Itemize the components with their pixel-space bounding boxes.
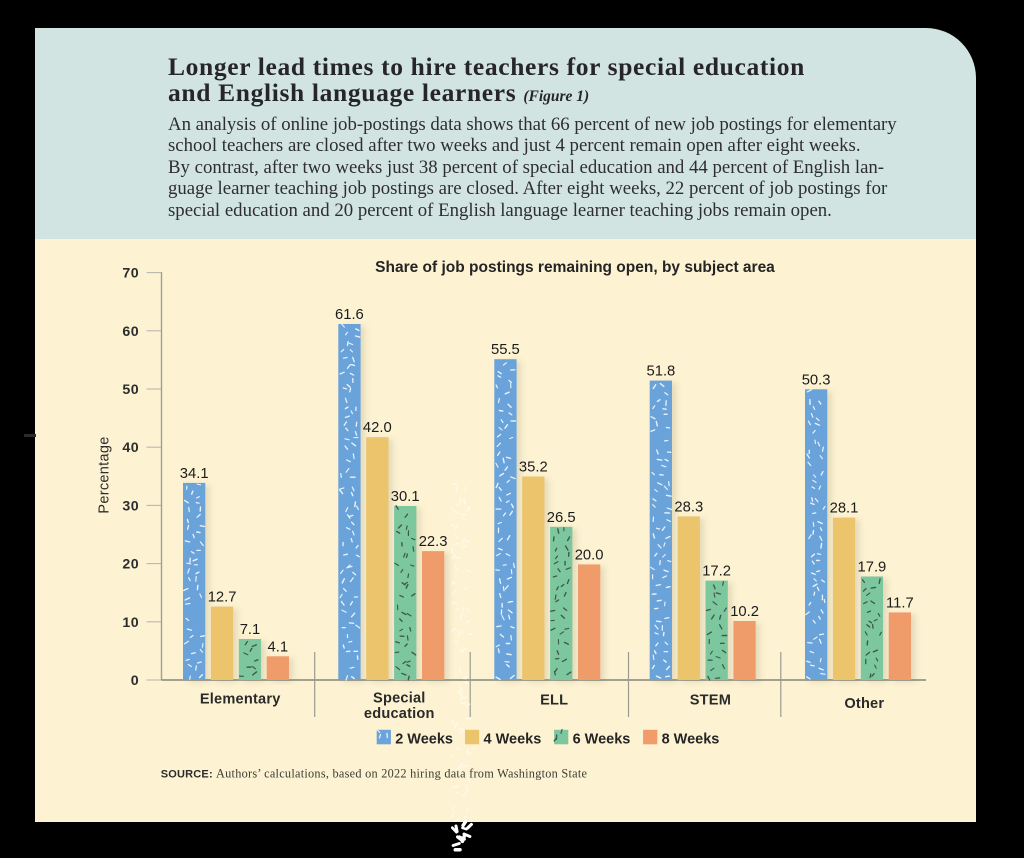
svg-text:20.0: 20.0 <box>575 547 604 563</box>
svg-text:Special: Special <box>373 691 426 707</box>
svg-text:28.3: 28.3 <box>674 499 703 515</box>
svg-text:10.2: 10.2 <box>730 604 759 620</box>
svg-text:28.1: 28.1 <box>830 501 859 517</box>
svg-text:ELL: ELL <box>540 693 568 709</box>
svg-text:26.5: 26.5 <box>547 510 576 526</box>
svg-text:SOURCE:: SOURCE: <box>161 769 213 781</box>
svg-text:34.1: 34.1 <box>180 466 209 482</box>
svg-text:35.2: 35.2 <box>519 460 548 476</box>
svg-text:22.3: 22.3 <box>419 534 448 550</box>
svg-text:50: 50 <box>122 382 139 398</box>
svg-text:STEM: STEM <box>690 693 731 709</box>
svg-text:10: 10 <box>122 615 139 631</box>
svg-text:Percentage: Percentage <box>97 436 113 513</box>
svg-text:17.9: 17.9 <box>857 560 886 576</box>
svg-text:17.2: 17.2 <box>702 564 731 580</box>
svg-text:20: 20 <box>122 557 139 573</box>
svg-text:61.6: 61.6 <box>335 307 364 323</box>
svg-text:Share of job postings remainin: Share of job postings remaining open, by… <box>375 259 775 276</box>
svg-text:Elementary: Elementary <box>200 692 281 708</box>
svg-text:Authors’ calculations, based o: Authors’ calculations, based on 2022 hir… <box>216 767 588 781</box>
svg-text:60: 60 <box>122 324 139 340</box>
svg-text:50.3: 50.3 <box>802 372 831 388</box>
svg-text:51.8: 51.8 <box>646 364 675 380</box>
svg-text:30.1: 30.1 <box>391 489 420 505</box>
svg-text:4.1: 4.1 <box>268 639 289 655</box>
svg-text:55.5: 55.5 <box>491 342 520 358</box>
svg-text:8 Weeks: 8 Weeks <box>662 731 720 747</box>
svg-text:6 Weeks: 6 Weeks <box>573 731 631 747</box>
svg-text:12.7: 12.7 <box>208 590 237 606</box>
svg-text:42.0: 42.0 <box>363 420 392 436</box>
svg-text:4 Weeks: 4 Weeks <box>484 731 542 747</box>
svg-text:0: 0 <box>131 673 139 689</box>
svg-text:Other: Other <box>844 696 884 712</box>
svg-text:11.7: 11.7 <box>886 595 914 611</box>
svg-text:education: education <box>364 706 435 722</box>
svg-text:40: 40 <box>122 440 139 456</box>
svg-text:7.1: 7.1 <box>240 622 261 638</box>
svg-text:2 Weeks: 2 Weeks <box>395 731 453 747</box>
svg-text:30: 30 <box>122 498 139 514</box>
svg-text:70: 70 <box>122 266 139 282</box>
